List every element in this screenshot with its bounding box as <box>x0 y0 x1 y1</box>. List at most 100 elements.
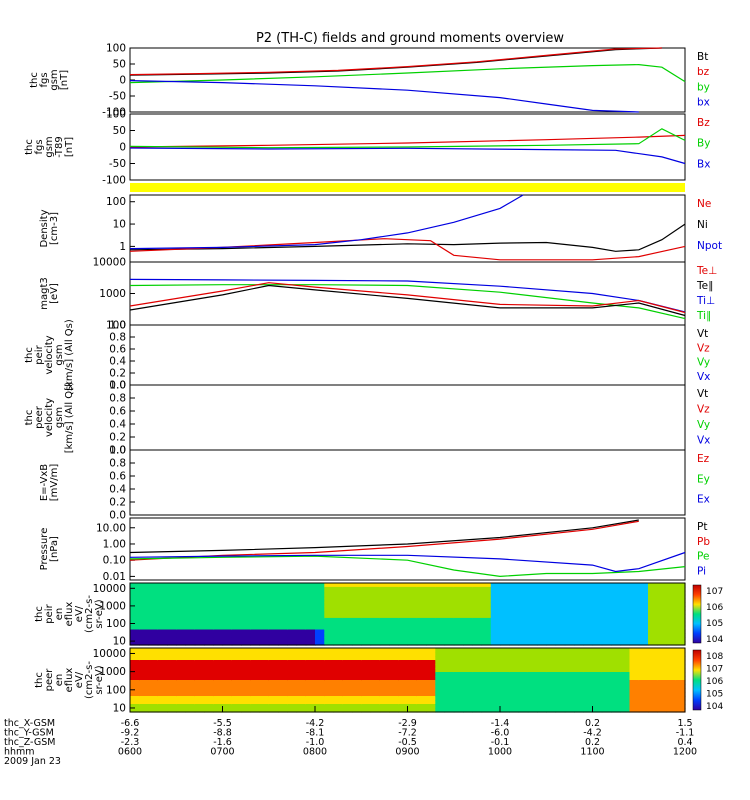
ytick-label: 0 <box>119 142 126 154</box>
heatmap-cell <box>296 590 307 596</box>
heatmap-cell <box>222 590 233 596</box>
xaxis-value: -9.2 <box>121 728 140 739</box>
heatmap-cell <box>157 610 168 615</box>
heatmap-cell <box>500 610 510 615</box>
heatmap-cell <box>648 602 658 607</box>
heatmap-cell <box>130 684 140 689</box>
heatmap-cell <box>657 680 668 685</box>
heatmap-cell <box>453 708 464 713</box>
xaxis-value: 1200 <box>673 747 697 758</box>
heatmap-cell <box>648 672 658 677</box>
heatmap-cell <box>370 700 381 705</box>
heatmap-cell <box>537 629 547 634</box>
heatmap-cell <box>389 664 399 669</box>
heatmap-cell <box>250 692 261 697</box>
heatmap-cell <box>490 606 501 611</box>
heatmap-cell <box>398 633 409 638</box>
heatmap-cell <box>241 594 251 600</box>
heatmap-cell <box>305 633 316 638</box>
series-blue <box>129 194 524 250</box>
heatmap-cell <box>435 641 446 646</box>
heatmap-cell <box>213 637 224 642</box>
heatmap-cell <box>463 672 473 677</box>
heatmap-cell <box>426 586 436 592</box>
heatmap-cell <box>361 668 372 673</box>
xaxis-value: -1.1 <box>676 728 695 739</box>
heatmap-cell <box>537 637 547 642</box>
heatmap-cell <box>518 583 529 588</box>
heatmap-cell <box>139 696 150 701</box>
heatmap-cell <box>435 602 446 607</box>
heatmap-cell <box>389 668 399 673</box>
heatmap-cell <box>361 610 372 615</box>
heatmap-cell <box>444 692 455 697</box>
heatmap-cell <box>490 668 501 673</box>
heatmap-cell <box>490 625 501 631</box>
ylabel-line: eV/ <box>74 605 85 622</box>
heatmap-cell <box>315 594 325 600</box>
heatmap-cell <box>157 672 168 677</box>
heatmap-cell <box>278 696 288 701</box>
heatmap-cell <box>352 708 362 713</box>
heatmap-cell <box>333 648 344 653</box>
legend-entry: Vy <box>697 357 710 369</box>
heatmap-cell <box>250 641 261 646</box>
heatmap-cell <box>407 700 418 705</box>
heatmap-cell <box>472 606 483 611</box>
heatmap-cell <box>648 700 658 705</box>
heatmap-cell <box>426 680 436 685</box>
heatmap-cell <box>370 590 381 596</box>
heatmap-cell <box>361 637 372 642</box>
heatmap-cell <box>675 625 686 631</box>
heatmap-cell <box>675 648 686 653</box>
heatmap-cell <box>389 652 399 657</box>
heatmap-cell <box>379 700 390 705</box>
heatmap-cell <box>629 633 640 638</box>
heatmap-cell <box>352 656 362 661</box>
heatmap-cell <box>453 664 464 669</box>
heatmap-cell <box>389 629 399 634</box>
heatmap-cell <box>157 598 168 603</box>
heatmap-cell <box>611 708 621 713</box>
heatmap-cell <box>574 656 584 661</box>
series-green <box>129 128 686 149</box>
heatmap-cell <box>370 664 381 669</box>
heatmap-cell <box>426 652 436 657</box>
heatmap-cell <box>213 621 224 627</box>
ytick-label: 100 <box>106 320 126 332</box>
heatmap-cell <box>620 680 631 685</box>
heatmap-cell <box>500 625 510 631</box>
heatmap-cell <box>481 680 492 685</box>
heatmap-cell <box>157 641 168 646</box>
heatmap-cell <box>305 614 316 619</box>
heatmap-cell <box>416 696 427 701</box>
heatmap-cell <box>629 684 640 689</box>
heatmap-cell <box>296 594 307 600</box>
heatmap-cell <box>444 598 455 603</box>
heatmap-cell <box>213 652 224 657</box>
heatmap-cell <box>500 684 510 689</box>
heatmap-cell <box>592 660 603 665</box>
heatmap-cell <box>167 704 177 709</box>
heatmap-cell <box>130 583 140 588</box>
heatmap-cell <box>222 641 233 646</box>
heatmap-cell <box>204 684 214 689</box>
heatmap-cell <box>583 610 594 615</box>
heatmap-cell <box>426 610 436 615</box>
heatmap-cell <box>361 617 372 623</box>
heatmap-cell <box>278 614 288 619</box>
heatmap-cell <box>564 660 575 665</box>
heatmap-cell <box>250 602 261 607</box>
heatmap-cell <box>342 688 353 693</box>
heatmap-cell <box>592 590 603 596</box>
heatmap-cell <box>157 594 168 600</box>
heatmap-cell <box>213 684 224 689</box>
heatmap-cell <box>657 617 668 623</box>
heatmap-cell <box>435 617 446 623</box>
heatmap-cell <box>241 610 251 615</box>
ylabel-line: magt3 <box>39 277 50 310</box>
heatmap-cell <box>537 664 547 669</box>
heatmap-cell <box>500 696 510 701</box>
heatmap-cell <box>148 610 159 615</box>
heatmap-cell <box>564 641 575 646</box>
